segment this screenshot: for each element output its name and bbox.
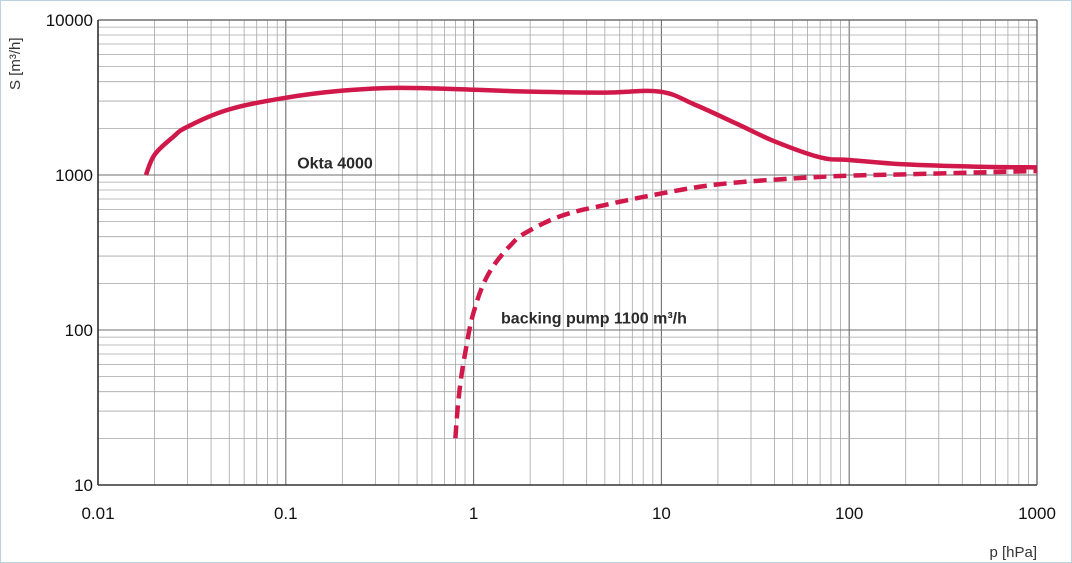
x-tick-label: 10 [652,504,671,523]
x-axis-label: p [hPa] [989,544,1037,561]
y-tick-label: 10000 [46,11,93,30]
y-tick-label: 10 [74,476,93,495]
backing-pump-annotation: backing pump 1100 m³/h [501,311,687,328]
okta-4000-annotation: Okta 4000 [297,156,373,173]
x-tick-label: 1000 [1018,504,1056,523]
chart-grid [97,20,1037,486]
x-tick-label: 0.01 [81,504,114,523]
plot-area-border [97,19,1038,486]
x-tick-label: 0.1 [274,504,298,523]
annotations: Okta 4000 backing pump 1100 m³/h [297,156,687,328]
series-layer [143,85,1038,439]
x-tick-label: 1 [469,504,478,523]
y-tick-labels: 10 100 1000 10000 [46,11,93,495]
backing-pump-series-line [453,168,1038,439]
x-tick-labels: 0.01 0.1 1 10 100 1000 [81,504,1055,523]
y-tick-label: 1000 [55,166,93,185]
okta-4000-series-line [143,85,1038,176]
x-tick-label: 100 [835,504,863,523]
y-tick-label: 100 [65,321,93,340]
y-axis-label: S [m³/h] [7,37,24,90]
